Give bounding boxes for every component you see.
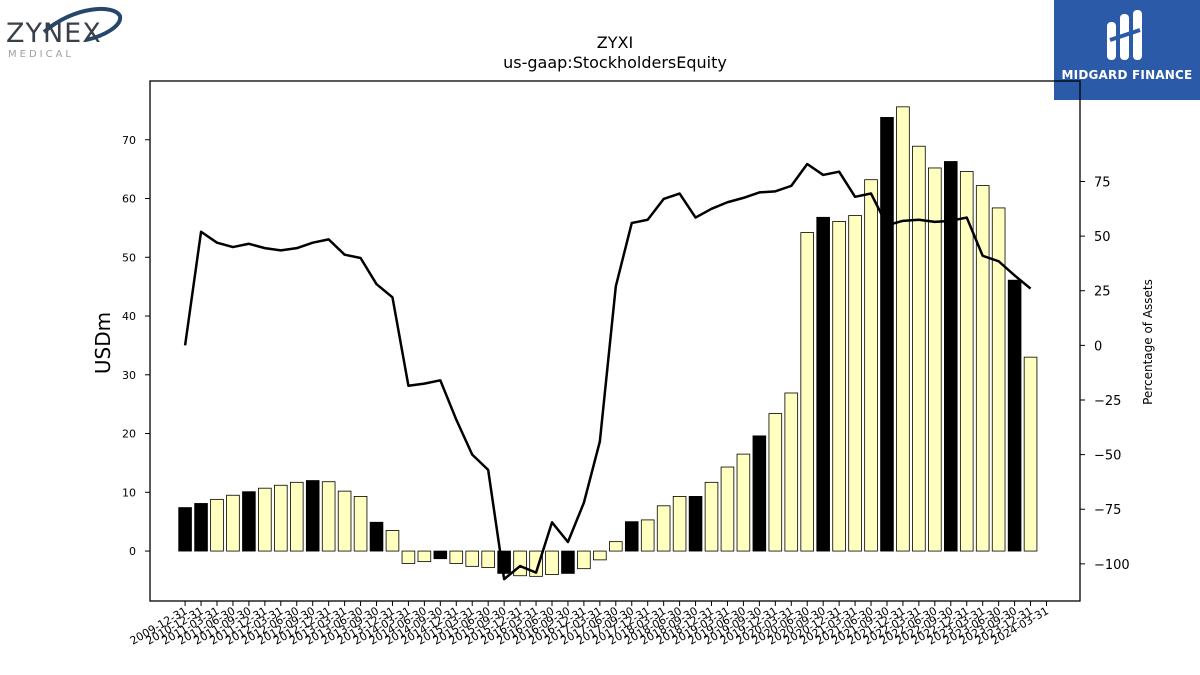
line-layer <box>183 162 1032 581</box>
bar-mark <box>688 496 703 552</box>
bar-mark <box>991 207 1006 552</box>
bar-mark <box>289 481 304 552</box>
chart-subtitle: us-gaap:StockholdersEquity <box>503 53 727 72</box>
bar-mark <box>561 550 575 574</box>
y2-axis-label: Percentage of Assets <box>1141 279 1155 405</box>
y-tick-label: 70 <box>122 134 136 147</box>
bar-mark <box>816 216 830 552</box>
y2-tick-label: −50 <box>1094 449 1121 464</box>
bar-mark <box>513 550 527 577</box>
swoosh-icon <box>42 6 123 42</box>
bar-mark <box>736 453 751 552</box>
bar-mark <box>896 106 910 552</box>
bar-mark <box>369 521 384 552</box>
bar-mark <box>959 171 974 552</box>
y-tick-label: 30 <box>122 369 136 382</box>
bar-mark <box>401 550 416 564</box>
bar-mark <box>640 519 655 552</box>
zynex-logo-subtext: MEDICAL <box>8 49 74 60</box>
bar-mark <box>784 392 799 552</box>
midgard-logo-text: MIDGARD FINANCE <box>1061 68 1193 82</box>
bar-mark <box>848 215 862 552</box>
bar-mark <box>194 503 208 552</box>
bar-mark <box>832 221 846 552</box>
bar-mark <box>449 550 464 564</box>
bar-mark <box>465 550 480 567</box>
bar-mark <box>385 530 400 552</box>
bar-mark <box>210 498 224 552</box>
y-tick-label: 60 <box>122 193 136 206</box>
bar-mark <box>226 494 240 552</box>
y2-tick-label: −25 <box>1094 394 1121 409</box>
y2-tick-label: 50 <box>1094 230 1111 245</box>
bar-mark <box>242 491 256 552</box>
y2-tick-label: 25 <box>1094 285 1111 300</box>
plot-frame <box>149 80 1081 602</box>
bar-mark <box>305 480 320 552</box>
midgard-finance-logo: MIDGARD FINANCE <box>1054 0 1200 100</box>
y-axis-label: USDm <box>91 312 115 374</box>
bar-mark <box>704 481 719 552</box>
bar-mark <box>433 550 448 560</box>
bar-mark <box>481 550 495 568</box>
bar-mark <box>624 521 639 552</box>
bar-mark <box>768 413 783 552</box>
bar-mark <box>609 541 623 552</box>
bar-mark <box>178 507 192 552</box>
bar-mark <box>944 161 958 552</box>
zynex-logo-text: ZYNEX <box>6 18 102 49</box>
bar-mark <box>577 550 591 570</box>
bar-mark <box>800 232 815 552</box>
y2-tick-label: 75 <box>1094 176 1111 191</box>
line-series <box>183 162 1032 581</box>
bar-mark <box>912 145 926 552</box>
y-tick-label: 0 <box>129 545 136 558</box>
bars-layer <box>178 106 1038 577</box>
bar-mark <box>258 487 272 552</box>
bar-mark <box>864 179 878 552</box>
bar-mark <box>880 117 894 552</box>
bar-mark <box>720 466 735 552</box>
y-tick-label: 10 <box>122 486 136 499</box>
bar-mark <box>274 484 288 552</box>
bar-mark <box>1007 279 1022 552</box>
bar-mark <box>545 550 559 575</box>
y-tick-label: 20 <box>122 428 136 441</box>
bar-mark <box>1023 356 1038 552</box>
bar-mark <box>656 505 671 552</box>
bar-mark <box>928 167 942 552</box>
bar-mark <box>337 490 352 552</box>
y2-tick-label: −75 <box>1094 503 1121 518</box>
chart-title: ZYXI <box>597 33 633 52</box>
bar-mark <box>321 481 336 552</box>
midgard-emblem-icon <box>1107 10 1142 60</box>
bar-mark <box>593 550 607 561</box>
y2-tick-label: −100 <box>1094 558 1130 573</box>
bar-mark <box>672 496 687 552</box>
y-tick-label: 40 <box>122 310 136 323</box>
y2-tick-label: 0 <box>1094 339 1102 354</box>
zynex-logo: ZYNEX MEDICAL <box>4 4 124 62</box>
bar-mark <box>752 435 767 552</box>
y-tick-label: 50 <box>122 251 136 264</box>
bar-mark <box>417 550 432 563</box>
bar-mark <box>975 185 990 552</box>
bar-mark <box>353 496 368 552</box>
